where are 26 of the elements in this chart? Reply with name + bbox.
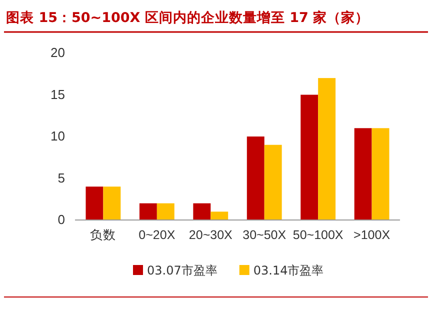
bar — [246, 136, 264, 220]
legend-label: 03.07市盈率 — [147, 264, 218, 278]
bar — [264, 144, 282, 220]
bar — [103, 186, 121, 220]
x-tick-label: >100X — [354, 228, 391, 242]
x-tick-label: 负数 — [90, 228, 116, 242]
y-tick-label: 0 — [58, 212, 65, 228]
y-tick-label: 10 — [50, 128, 65, 144]
y-tick-label: 15 — [50, 86, 65, 102]
x-tick-label: 0~20X — [138, 228, 176, 242]
bar — [372, 128, 390, 220]
y-tick-label: 5 — [58, 170, 65, 186]
bar — [86, 186, 104, 220]
x-tick-label: 20~30X — [188, 228, 234, 242]
chart-title: 图表 15：50~100X 区间内的企业数量增至 17 家（家） — [6, 9, 370, 26]
y-tick-label: 20 — [50, 45, 65, 60]
legend-label: 03.14市盈率 — [253, 264, 324, 278]
x-tick-label: 50~100X — [292, 228, 344, 242]
bar — [193, 203, 211, 220]
bar — [210, 212, 228, 220]
bar — [156, 203, 174, 220]
bar — [139, 203, 157, 220]
bar — [354, 128, 372, 220]
bar — [318, 78, 336, 220]
x-tick-label: 30~50X — [242, 228, 287, 242]
bar — [300, 94, 318, 220]
